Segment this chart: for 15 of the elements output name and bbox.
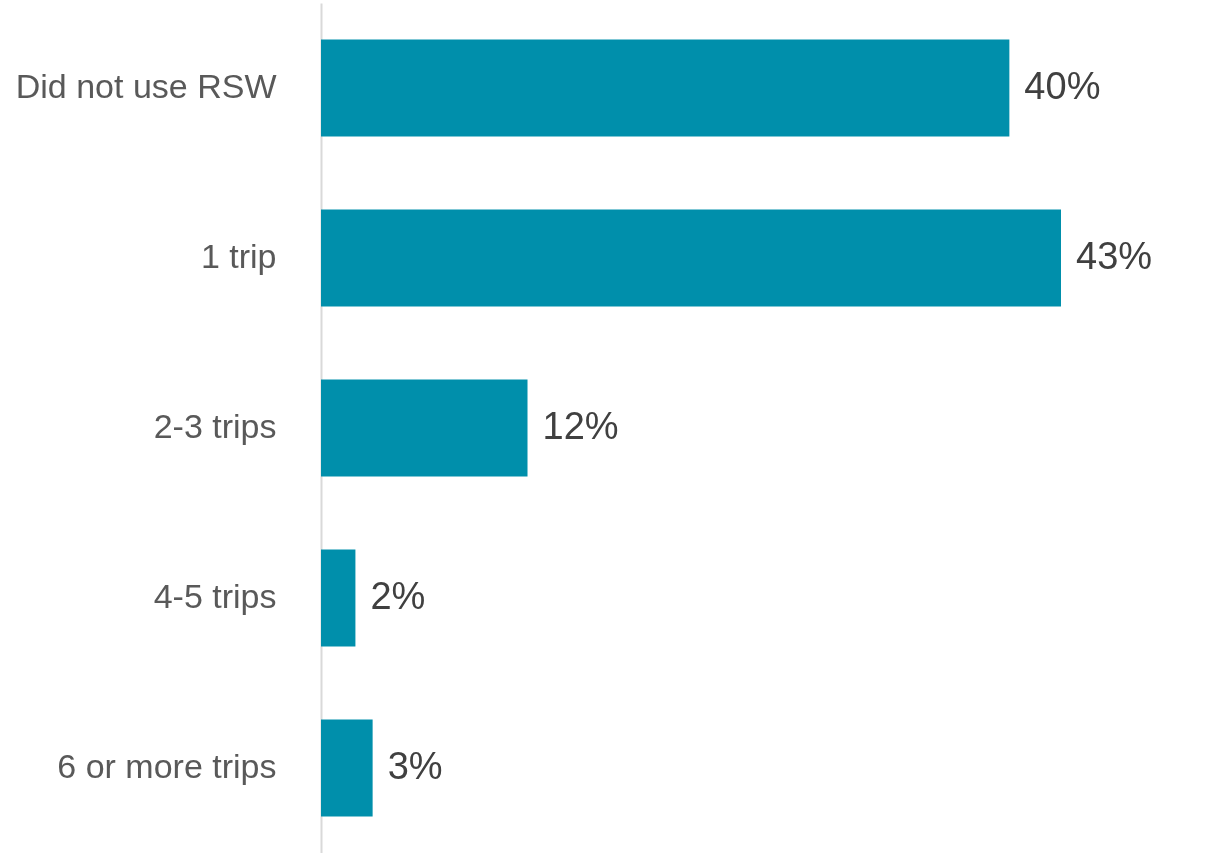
bar (321, 379, 528, 477)
data-label: 12% (542, 405, 619, 447)
data-label: 43% (1076, 235, 1153, 277)
y-tick-label: 4-5 trips (153, 577, 277, 615)
bar (321, 39, 1010, 137)
data-label: 3% (387, 745, 443, 787)
bar (321, 549, 356, 647)
y-tick-label: 1 trip (200, 237, 277, 275)
y-tick-label: 6 or more trips (57, 747, 277, 785)
y-tick-label: 2-3 trips (153, 407, 277, 445)
y-tick-label: Did not use RSW (15, 67, 277, 105)
data-label: 2% (370, 575, 426, 617)
bar (321, 719, 373, 817)
bar (321, 209, 1061, 307)
data-label: 40% (1024, 65, 1101, 107)
